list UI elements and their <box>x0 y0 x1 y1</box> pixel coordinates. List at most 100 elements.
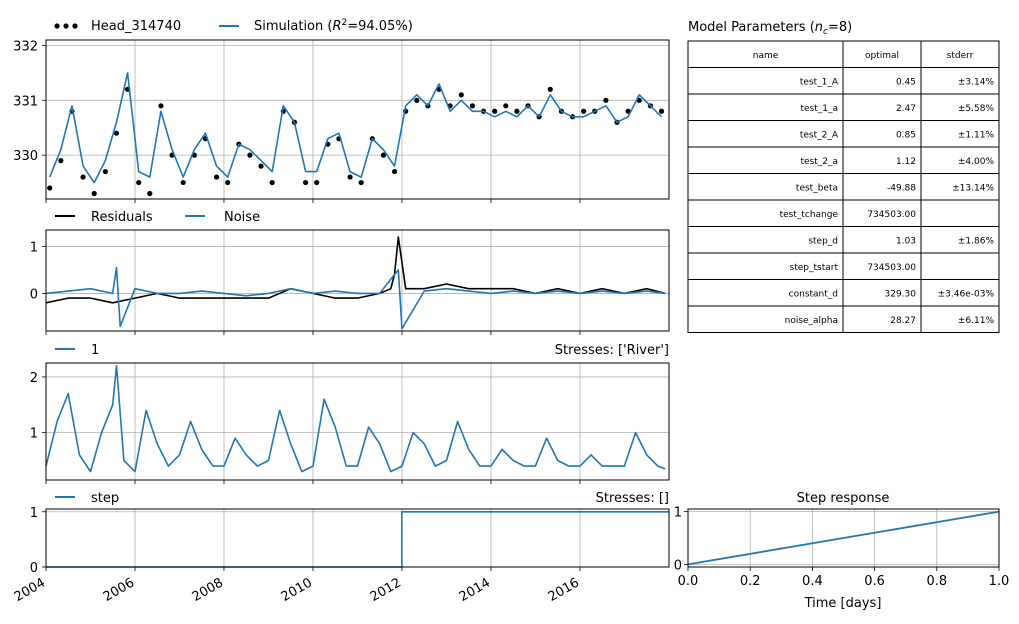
series-line-1 <box>45 364 666 473</box>
step-response-panel: Step response 0.0 0.2 0.4 0.6 0.8 1.0 0 1 Time … <box>674 491 1010 611</box>
table-cell <box>842 173 922 201</box>
table-cell-text: test_2_a <box>800 157 838 167</box>
table-cell-text: ±3.46e-03% <box>938 289 995 299</box>
y-tick-label: 331 <box>13 94 38 109</box>
table-cell <box>687 67 844 95</box>
table-cell <box>687 305 844 333</box>
table-cell <box>920 93 1000 121</box>
head-marker <box>458 92 464 98</box>
table-cell-text: 1.12 <box>896 157 916 167</box>
y-tick-label: 0 <box>30 561 38 576</box>
head-marker <box>91 190 97 197</box>
head-marker <box>58 158 64 164</box>
table-cell-text: 734503.00 <box>867 263 916 273</box>
table-cell-text: ±3.14% <box>958 77 995 87</box>
series-line-noise <box>45 266 666 330</box>
table-cell <box>920 120 1000 148</box>
legend-label-noise: Noise <box>224 210 260 225</box>
head-marker <box>358 179 364 186</box>
table-cell-text: ±4.00% <box>958 157 995 167</box>
table-cell-text: ±1.86% <box>958 236 995 246</box>
table-cell-text: step_tstart <box>790 263 839 273</box>
table-header-cell <box>920 40 1000 68</box>
table-cell <box>920 146 1000 174</box>
head-marker <box>269 179 275 186</box>
x-tick-label: 1.0 <box>989 574 1010 589</box>
table-cell <box>687 120 844 148</box>
head-marker <box>547 86 553 92</box>
y-tick-label: 0 <box>30 287 38 302</box>
stress-step-title: Stresses: [] <box>596 491 669 506</box>
table-cell-text: ±6.11% <box>958 316 995 326</box>
table-cell-text: constant_d <box>789 289 838 299</box>
legend-label-residuals: Residuals <box>91 210 153 225</box>
table-cell <box>842 199 922 227</box>
stress-step-panel: 0 1 2004 2006 2008 2010 2012 2014 2016 step Stre… <box>12 491 670 605</box>
table-cell-text: ±1.11% <box>958 130 995 140</box>
head-marker <box>225 179 231 186</box>
table-cell-text: test_1_a <box>800 104 838 114</box>
table-header-stderr: stderr <box>947 51 974 61</box>
table-cell-text: 329.30 <box>885 289 917 299</box>
table-cell-text: test_tchange <box>780 210 839 220</box>
head-marker <box>213 174 220 180</box>
head-marker <box>302 179 309 186</box>
table-cell-text: noise_alpha <box>785 316 838 326</box>
table-cell-text: ±5.58% <box>958 104 995 114</box>
table-cell <box>842 226 922 254</box>
table-cell <box>920 226 1000 254</box>
x-tick-label: 0.6 <box>864 574 885 589</box>
head-marker <box>658 108 665 114</box>
parameter-table: Model Parameters (nc=8) name optimal stder… <box>687 20 1000 333</box>
head-marker <box>258 163 264 169</box>
table-cell <box>687 199 844 227</box>
table-cell-text: ±13.14% <box>952 183 994 193</box>
legend-label-step: step <box>91 491 119 506</box>
legend-label-simulation: Simulation (R2=94.05%) <box>254 18 413 34</box>
head-marker <box>180 179 186 186</box>
table-header-name: name <box>753 51 779 61</box>
legend-label-head: Head_314740 <box>91 19 181 34</box>
table-cell <box>842 93 922 121</box>
step-response-xlabel: Time [days] <box>804 596 882 611</box>
y-tick-label: 1 <box>674 506 682 521</box>
table-cell-text: 1.03 <box>896 236 916 246</box>
y-tick-label: 1 <box>30 427 38 442</box>
x-tick-label: 2006 <box>101 575 137 605</box>
head-marker <box>380 152 387 158</box>
x-tick-label: 2012 <box>368 575 404 605</box>
table-cell <box>842 67 922 95</box>
table-cell-text: 0.45 <box>896 77 916 87</box>
table-cell-text: step_d <box>808 236 838 246</box>
table-cell-text: 0.85 <box>896 130 916 140</box>
y-tick-label: 330 <box>13 149 38 164</box>
x-tick-label: 0.0 <box>678 574 699 589</box>
table-cell <box>920 279 1000 307</box>
residuals-noise-panel: 0 1 Residuals Noise <box>30 210 670 335</box>
head-marker <box>469 103 476 109</box>
legend-head-simulation: Head_314740 Simulation (R2=94.05%) <box>54 18 413 34</box>
head-marker <box>102 168 108 175</box>
table-cell <box>687 146 844 174</box>
head-marker <box>492 108 498 114</box>
head-marker <box>514 108 520 114</box>
head-marker <box>80 174 86 180</box>
legend-residuals-noise: Residuals Noise <box>55 210 260 225</box>
head-marker <box>603 97 609 103</box>
table-header-optimal: optimal <box>865 51 899 61</box>
table-header-cell <box>687 40 844 68</box>
x-tick-label: 2016 <box>546 575 582 605</box>
table-cell-text: 2.47 <box>896 104 916 114</box>
x-tick-label: 2014 <box>457 575 493 605</box>
x-tick-label: 0.2 <box>740 574 761 589</box>
head-marker <box>347 174 353 180</box>
table-cell <box>687 226 844 254</box>
table-cell-text: 28.27 <box>890 316 916 326</box>
x-tick-label: 2004 <box>12 575 48 605</box>
head-simulation-panel: 330 331 332 Head_314740 Simulation (R2=94.… <box>13 18 670 203</box>
table-cell <box>920 305 1000 333</box>
table-cell <box>920 173 1000 201</box>
table-cell-text: test_2_A <box>800 130 839 140</box>
head-marker <box>136 179 142 186</box>
